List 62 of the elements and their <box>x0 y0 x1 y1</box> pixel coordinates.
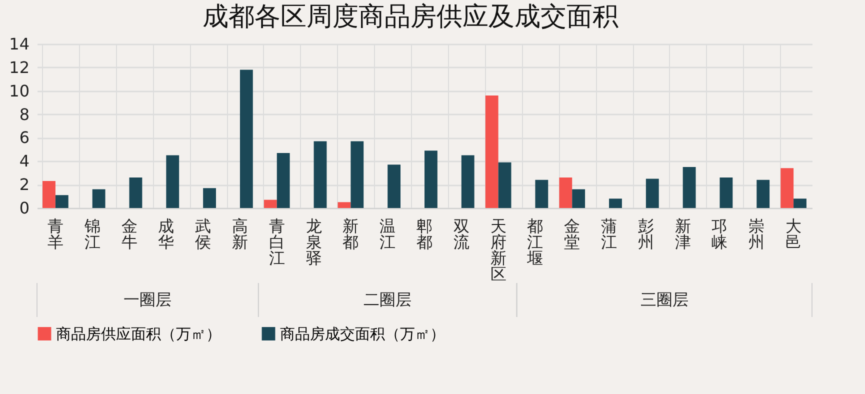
x-tick-label: 都江堰 <box>526 216 544 268</box>
x-tick-label: 天府新区 <box>490 216 506 284</box>
bar <box>498 162 512 208</box>
y-tick-label: 2 <box>19 175 30 194</box>
bar <box>646 178 659 208</box>
chart-title: 成都各区周度商品房供应及成交面积 <box>202 2 619 32</box>
bar <box>55 195 68 208</box>
x-tick-label: 金牛 <box>121 216 138 252</box>
x-tick-label: 崇州 <box>748 216 765 252</box>
bar <box>780 168 794 208</box>
x-tick-label: 青羊 <box>47 216 64 252</box>
bar <box>129 178 142 208</box>
bar <box>203 188 216 208</box>
text: 二圈层 <box>364 290 412 309</box>
x-tick-label: 武侯 <box>195 216 212 252</box>
bar <box>794 198 806 208</box>
bar <box>338 202 351 208</box>
x-tick-label: 大邑 <box>786 216 802 252</box>
bar <box>720 178 733 208</box>
x-tick-label: 郫都 <box>416 216 432 252</box>
y-tick-label: 12 <box>9 58 30 77</box>
bar <box>424 150 438 208</box>
x-tick-label: 锦江 <box>83 216 100 252</box>
legend-label: 商品房成交面积（万㎡） <box>280 324 445 343</box>
y-tick-label: 14 <box>9 34 30 54</box>
bar <box>609 198 622 208</box>
bar <box>559 178 572 208</box>
text: 一圈层 <box>124 290 172 309</box>
y-tick-label: 0 <box>19 198 30 218</box>
bar <box>92 189 106 208</box>
text: 三圈层 <box>640 290 688 309</box>
x-tick-label: 青白江 <box>268 216 285 268</box>
x-tick-label: 温江 <box>380 216 396 252</box>
bar <box>388 164 401 208</box>
bar <box>240 70 253 208</box>
y-tick-label: 4 <box>19 152 30 171</box>
x-tick-label: 双流 <box>453 216 470 252</box>
bar <box>535 180 548 208</box>
bar <box>166 155 180 208</box>
bar <box>264 200 277 208</box>
y-tick-label: 10 <box>9 81 30 100</box>
x-tick-label: 彭州 <box>638 216 654 252</box>
x-tick-label: 新都 <box>342 216 359 252</box>
y-tick-label: 8 <box>19 104 30 124</box>
bar <box>276 152 290 208</box>
x-tick-label: 邛崃 <box>712 216 728 252</box>
bar <box>572 189 586 208</box>
bar <box>756 180 770 208</box>
x-tick-label: 龙泉驿 <box>306 216 322 268</box>
bar <box>350 141 364 208</box>
x-tick-label: 金堂 <box>564 216 580 252</box>
x-tick-label: 新津 <box>674 216 691 252</box>
bar <box>461 155 474 208</box>
bar <box>682 167 696 208</box>
bar <box>314 141 327 208</box>
x-tick-label: 成华 <box>158 216 174 252</box>
legend-label: 商品房供应面积（万㎡） <box>56 324 221 343</box>
bar <box>485 96 498 208</box>
bar <box>42 181 56 208</box>
y-tick-label: 6 <box>19 128 30 148</box>
x-tick-label: 蒲江 <box>601 216 618 252</box>
x-tick-label: 高新 <box>232 216 248 252</box>
